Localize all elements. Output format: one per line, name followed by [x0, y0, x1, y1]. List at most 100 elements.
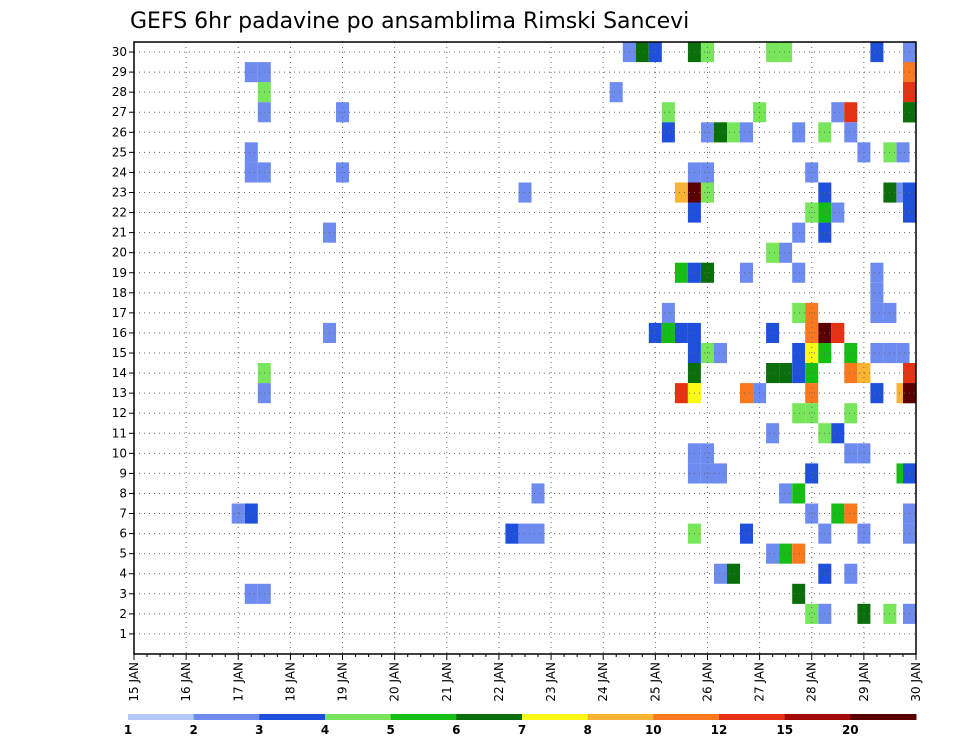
- heatmap-cell: [674, 383, 688, 404]
- heatmap-cell: [792, 583, 806, 604]
- x-tick-label: 19 JAN: [336, 662, 350, 702]
- colorbar-swatch: [587, 714, 654, 720]
- heatmap-cell: [505, 523, 519, 544]
- y-tick-label: 27: [112, 105, 127, 119]
- heatmap-cell: [244, 583, 258, 604]
- y-tick-label: 30: [112, 45, 127, 59]
- heatmap-cell: [674, 182, 688, 203]
- colorbar-swatch: [456, 714, 523, 720]
- heatmap-cell: [766, 543, 780, 564]
- y-tick-label: 22: [112, 206, 127, 220]
- colorbar-label: 7: [518, 723, 526, 737]
- heatmap-cell: [805, 463, 819, 484]
- colorbar-swatch: [390, 714, 457, 720]
- heatmap-cell: [701, 463, 714, 484]
- colorbar-label: 1: [124, 723, 132, 737]
- colorbar-label: 6: [452, 723, 460, 737]
- heatmap-cell: [674, 262, 688, 283]
- x-tick-label: 18 JAN: [283, 662, 297, 702]
- heatmap-cell: [857, 363, 871, 384]
- colorbar-label: 15: [776, 723, 793, 737]
- heatmap-cell: [831, 202, 845, 223]
- heatmap-cell: [661, 102, 675, 123]
- heatmap-cell: [805, 383, 819, 404]
- colorbar-label: 10: [645, 723, 662, 737]
- heatmap-cell: [831, 322, 845, 343]
- heatmap-cell: [844, 122, 858, 143]
- heatmap-cell: [714, 563, 727, 584]
- heatmap-cell: [661, 302, 675, 323]
- heatmap-cell: [779, 42, 793, 63]
- y-tick-label: 8: [119, 486, 127, 500]
- heatmap-cell: [805, 343, 819, 364]
- heatmap-cell: [857, 443, 871, 464]
- heatmap-cell: [779, 543, 793, 564]
- x-tick-label: 21 JAN: [440, 662, 454, 702]
- y-tick-label: 26: [112, 125, 127, 139]
- heatmap-cell: [844, 363, 858, 384]
- colorbar-label: 8: [584, 723, 592, 737]
- y-tick-label: 2: [119, 607, 127, 621]
- heatmap-cell: [844, 102, 858, 123]
- y-tick-label: 29: [112, 65, 127, 79]
- heatmap-cell: [831, 423, 845, 444]
- heatmap-cell: [831, 503, 845, 524]
- x-tick-label: 26 JAN: [700, 662, 714, 702]
- y-tick-label: 14: [112, 366, 127, 380]
- heatmap-cell: [870, 343, 884, 364]
- heatmap-cell: [792, 483, 806, 504]
- heatmap-cell: [727, 122, 740, 143]
- y-tick-label: 28: [112, 85, 127, 99]
- colorbar-swatch: [784, 714, 851, 720]
- heatmap-cell: [766, 363, 780, 384]
- heatmap-cell: [805, 503, 819, 524]
- heatmap-cell: [857, 523, 871, 544]
- chart-title: GEFS 6hr padavine po ansamblima Rimski S…: [130, 9, 689, 34]
- heatmap-cell: [244, 62, 258, 83]
- y-tick-label: 23: [112, 185, 127, 199]
- heatmap-cell: [740, 523, 753, 544]
- heatmap-cell: [779, 242, 793, 263]
- colorbar-label: 5: [387, 723, 395, 737]
- y-tick-label: 18: [112, 286, 127, 300]
- heatmap-cell: [766, 423, 780, 444]
- heatmap-cell: [740, 262, 753, 283]
- heatmap-cell: [661, 322, 675, 343]
- y-tick-label: 5: [119, 547, 127, 561]
- heatmap-cell: [740, 122, 753, 143]
- heatmap-cell: [779, 483, 793, 504]
- x-tick-label: 20 JAN: [388, 662, 402, 702]
- heatmap-cell: [714, 122, 727, 143]
- y-tick-label: 15: [112, 346, 127, 360]
- heatmap-cell: [531, 523, 545, 544]
- heatmap-cell: [766, 322, 780, 343]
- heatmap-cell: [844, 563, 858, 584]
- heatmap-cell: [609, 82, 623, 103]
- heatmap-cell: [244, 142, 258, 163]
- heatmap-cell: [870, 302, 884, 323]
- heatmap-cell: [805, 603, 819, 624]
- heatmap-cell: [870, 42, 884, 63]
- y-tick-label: 3: [119, 587, 127, 601]
- axes: 1234567891011121314151617181920212223242…: [112, 45, 923, 702]
- heatmap-cell: [844, 443, 858, 464]
- heatmap-cell: [831, 102, 845, 123]
- heatmap-cell: [701, 443, 714, 464]
- x-tick-label: 22 JAN: [492, 662, 506, 702]
- x-tick-label: 17 JAN: [231, 662, 245, 702]
- heatmap-cell: [792, 363, 806, 384]
- y-tick-label: 10: [112, 446, 127, 460]
- heatmap-cell: [792, 262, 806, 283]
- heatmap-cell: [766, 242, 780, 263]
- colorbar-label: 3: [255, 723, 263, 737]
- colorbar-swatch: [193, 714, 260, 720]
- colorbar-swatch: [128, 714, 195, 720]
- heatmap-cell: [857, 603, 871, 624]
- heatmap-cell: [870, 262, 884, 283]
- heatmap-cell: [870, 282, 884, 303]
- heatmap-cell: [231, 503, 245, 524]
- heatmap-cell: [740, 383, 753, 404]
- x-tick-label: 29 JAN: [857, 662, 871, 702]
- heatmap-cell: [792, 403, 806, 424]
